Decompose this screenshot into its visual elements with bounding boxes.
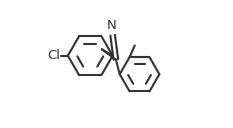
Text: N: N [107, 19, 116, 32]
Text: Cl: Cl [47, 49, 60, 62]
